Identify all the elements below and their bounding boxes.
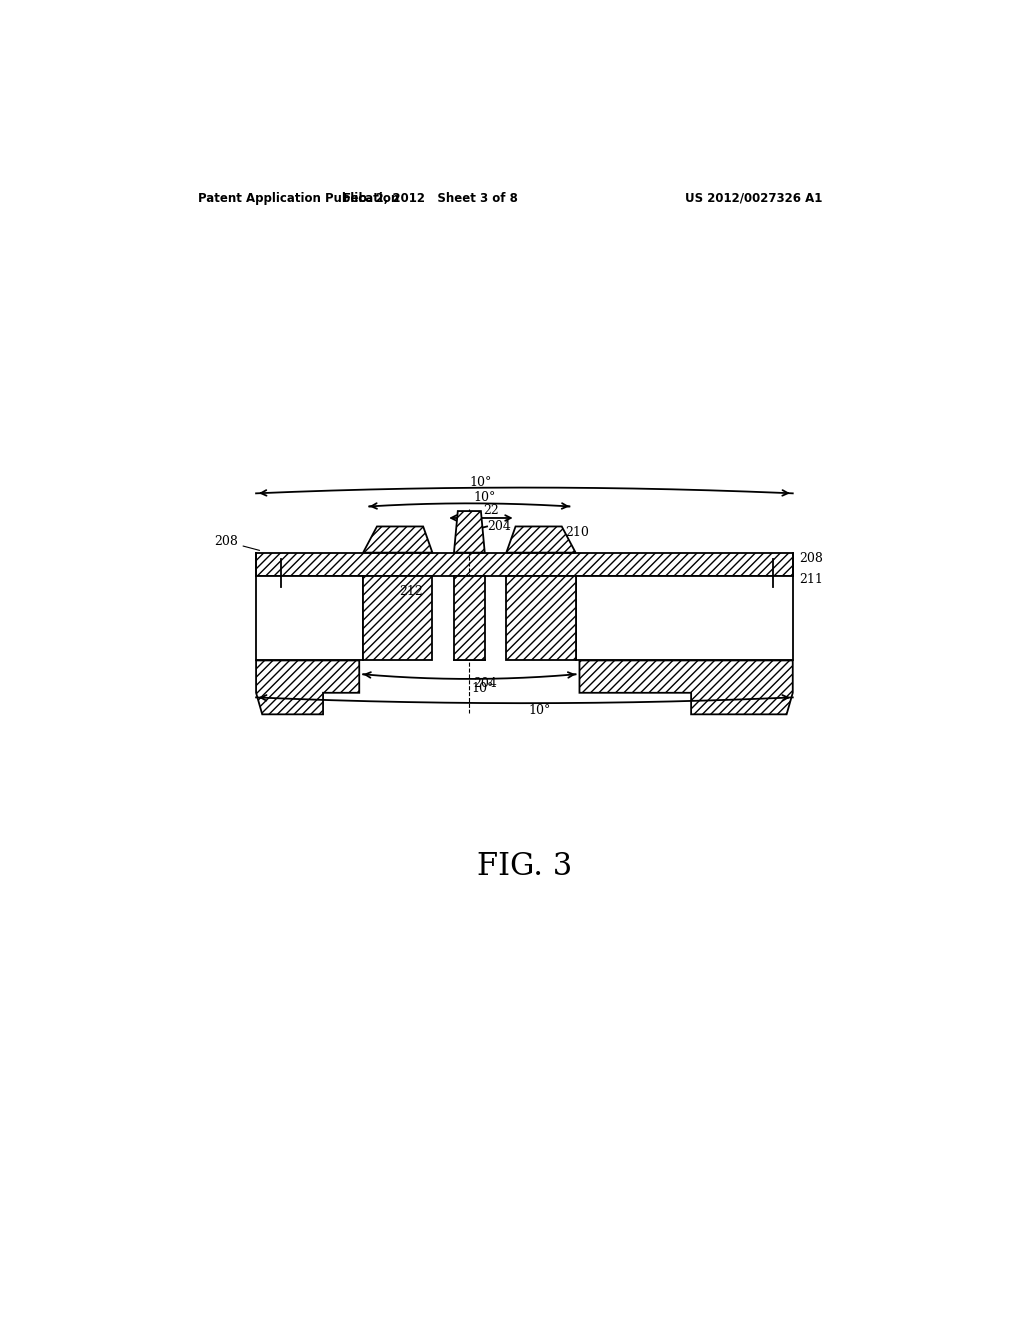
Polygon shape <box>256 660 359 714</box>
Polygon shape <box>506 527 575 553</box>
Text: 210: 210 <box>565 527 590 539</box>
Polygon shape <box>575 576 793 660</box>
Text: 22: 22 <box>483 504 499 517</box>
Text: 208: 208 <box>214 535 259 550</box>
Text: Patent Application Publication: Patent Application Publication <box>199 191 399 205</box>
Text: 208: 208 <box>799 552 823 565</box>
Polygon shape <box>364 527 432 553</box>
Text: FIG. 3: FIG. 3 <box>477 851 572 882</box>
Text: 10°: 10° <box>469 477 492 490</box>
Polygon shape <box>454 511 484 553</box>
Text: 204: 204 <box>487 520 511 533</box>
Polygon shape <box>364 576 432 660</box>
Polygon shape <box>580 660 793 714</box>
Text: Feb. 2, 2012   Sheet 3 of 8: Feb. 2, 2012 Sheet 3 of 8 <box>343 191 518 205</box>
Text: 10°: 10° <box>528 704 551 717</box>
Text: 211: 211 <box>799 573 823 586</box>
Text: US 2012/0027326 A1: US 2012/0027326 A1 <box>685 191 822 205</box>
Polygon shape <box>454 576 484 660</box>
Text: 10°: 10° <box>473 491 496 504</box>
Polygon shape <box>506 576 575 660</box>
Polygon shape <box>256 576 364 660</box>
Polygon shape <box>256 553 793 576</box>
Text: 204: 204 <box>473 677 497 689</box>
Text: 10°: 10° <box>472 682 494 696</box>
Text: 212: 212 <box>399 585 423 598</box>
